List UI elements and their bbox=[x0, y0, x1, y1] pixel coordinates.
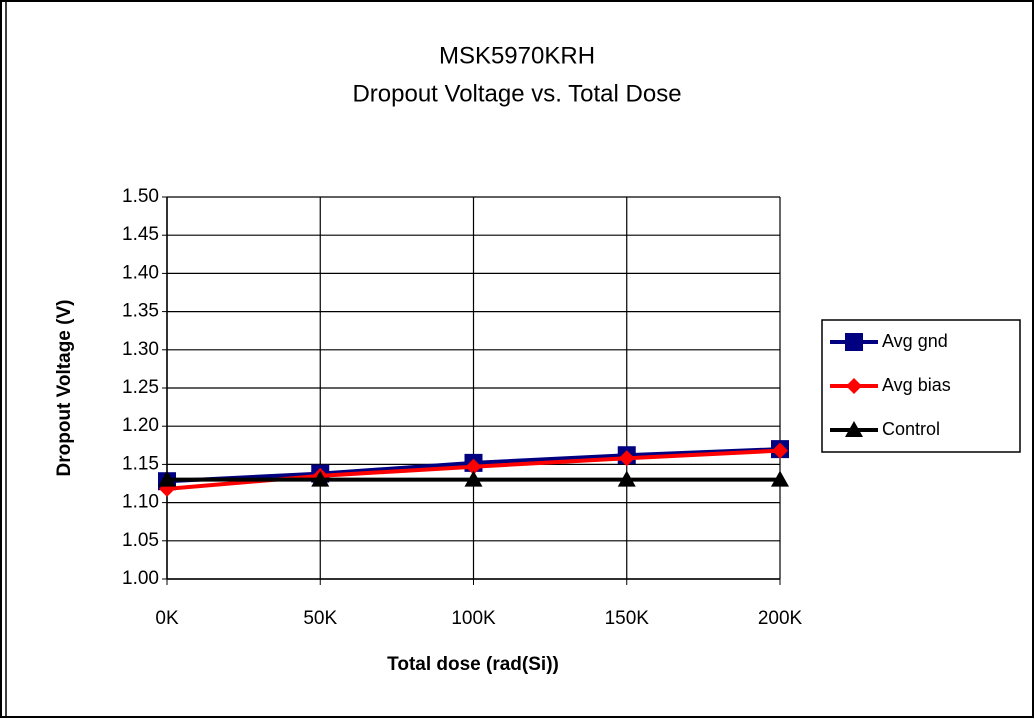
y-tick-label: 1.45 bbox=[122, 224, 159, 245]
y-tick-label: 1.05 bbox=[122, 530, 159, 551]
legend-label: Avg gnd bbox=[882, 331, 948, 351]
legend-label: Control bbox=[882, 419, 940, 439]
x-axis-label: Total dose (rad(Si)) bbox=[387, 654, 559, 675]
y-tick-label: 1.20 bbox=[122, 415, 159, 436]
chart-subtitle: Dropout Voltage vs. Total Dose bbox=[352, 80, 681, 107]
y-axis-label: Dropout Voltage (V) bbox=[54, 300, 75, 477]
x-tick-label: 150K bbox=[605, 608, 650, 629]
data-point bbox=[158, 470, 176, 487]
chart-title: MSK5970KRH bbox=[439, 42, 595, 69]
y-tick-label: 1.15 bbox=[122, 453, 159, 474]
data-point bbox=[771, 470, 789, 487]
y-tick-label: 1.25 bbox=[122, 377, 159, 398]
data-point bbox=[618, 450, 635, 467]
x-tick-label: 200K bbox=[758, 608, 803, 629]
x-tick-label: 100K bbox=[451, 608, 496, 629]
data-point bbox=[465, 458, 482, 475]
data-point bbox=[464, 470, 483, 487]
legend-marker bbox=[846, 378, 862, 394]
y-tick-label: 1.35 bbox=[122, 301, 159, 322]
x-tick-label: 0K bbox=[155, 608, 179, 629]
y-tick-label: 1.30 bbox=[122, 339, 159, 360]
y-tick-label: 1.10 bbox=[122, 492, 159, 513]
y-tick-label: 1.50 bbox=[122, 186, 159, 207]
x-tick-label: 50K bbox=[303, 608, 337, 629]
legend-label: Avg bias bbox=[882, 375, 951, 395]
y-tick-label: 1.40 bbox=[122, 262, 159, 283]
legend-marker bbox=[845, 421, 863, 437]
data-point bbox=[311, 470, 330, 487]
legend-marker bbox=[845, 333, 863, 351]
y-tick-label: 1.00 bbox=[122, 568, 159, 589]
data-point bbox=[617, 470, 636, 487]
data-point bbox=[772, 442, 788, 459]
